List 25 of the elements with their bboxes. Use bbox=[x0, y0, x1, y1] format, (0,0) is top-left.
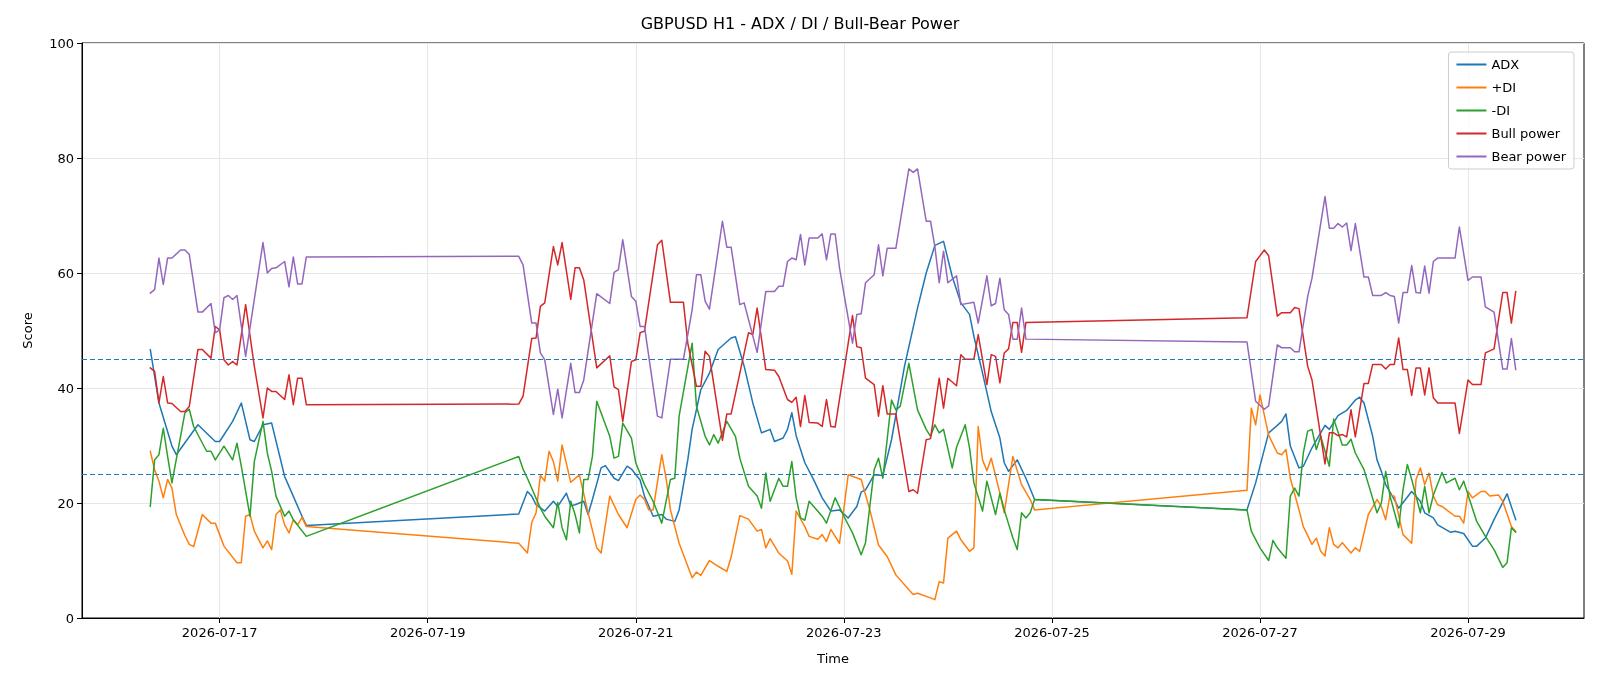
y-tick-label: 60 bbox=[57, 265, 74, 281]
legend-label: +DI bbox=[1491, 80, 1517, 95]
line-series bbox=[149, 342, 1517, 569]
legend-label: ADX bbox=[1491, 57, 1520, 72]
y-tick-label: 20 bbox=[57, 495, 74, 511]
x-tick-label: 2026-07-17 bbox=[181, 625, 258, 640]
x-tick-label: 2026-07-19 bbox=[389, 625, 466, 640]
y-axis-title: Score bbox=[20, 312, 35, 349]
x-tick-label: 2026-07-21 bbox=[597, 625, 674, 640]
y-tick-label: 0 bbox=[65, 610, 74, 626]
x-tick-label: 2026-07-25 bbox=[1014, 625, 1090, 640]
legend-label: -DI bbox=[1491, 103, 1511, 118]
x-tick-label: 2026-07-29 bbox=[1430, 625, 1506, 640]
y-tick-label: 40 bbox=[57, 380, 74, 396]
line-series bbox=[149, 168, 1517, 419]
chart-title: GBPUSD H1 - ADX / DI / Bull-Bear Power bbox=[640, 13, 960, 33]
y-tick-label: 80 bbox=[57, 150, 74, 166]
legend-label: Bull power bbox=[1491, 126, 1561, 141]
x-tick-label: 2026-07-23 bbox=[806, 625, 882, 640]
line-series bbox=[149, 239, 1517, 494]
x-axis-title: Time bbox=[816, 651, 849, 666]
y-tick-label: 100 bbox=[49, 35, 74, 51]
x-tick-label: 2026-07-27 bbox=[1222, 625, 1298, 640]
legend-label: Bear power bbox=[1491, 149, 1567, 164]
line-series bbox=[149, 394, 1517, 601]
